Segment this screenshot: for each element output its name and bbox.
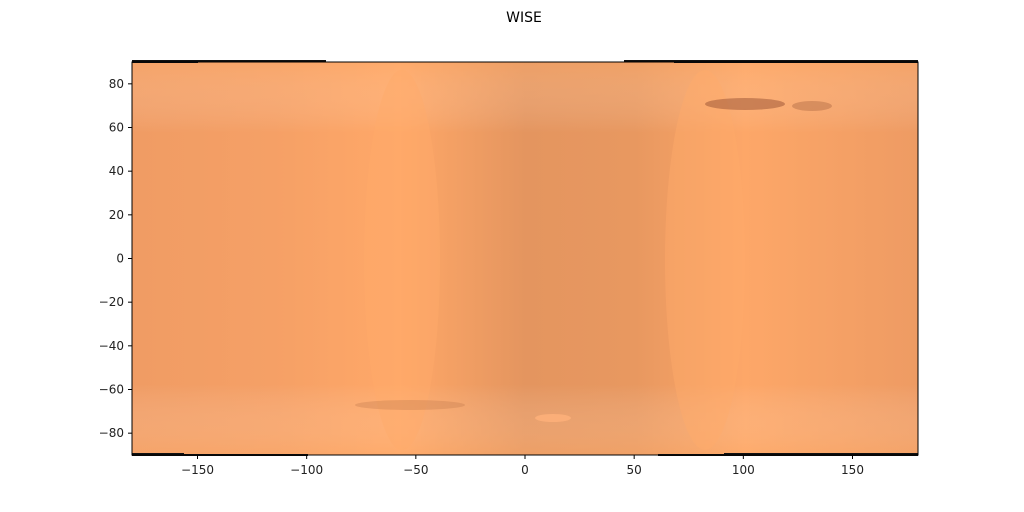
y-tick-label: 80 — [109, 77, 124, 91]
map-polar-shading — [132, 62, 918, 455]
y-tick-label: 20 — [109, 208, 124, 222]
x-tick-label: −100 — [290, 463, 323, 477]
map-feature-dark-spot — [355, 400, 465, 410]
y-tick-label: −20 — [99, 295, 124, 309]
map-feature-bright-band — [364, 70, 440, 450]
plot-area — [131, 60, 919, 456]
y-tick-label: 0 — [116, 252, 124, 266]
y-axis: 80 60 40 20 0 −20 −40 −60 −80 — [99, 77, 132, 440]
x-tick-label: −50 — [403, 463, 428, 477]
x-tick-label: 150 — [841, 463, 864, 477]
map-feature-bright-band — [665, 70, 745, 450]
x-axis: −150 −100 −50 0 50 100 150 — [181, 455, 864, 477]
north-pole-band — [624, 60, 674, 62]
map-feature-dark-spot — [792, 101, 832, 111]
y-tick-label: −60 — [99, 383, 124, 397]
chart-title: WISE — [506, 10, 542, 26]
y-tick-label: 40 — [109, 164, 124, 178]
y-tick-label: −40 — [99, 339, 124, 353]
x-tick-label: 0 — [521, 463, 529, 477]
x-tick-label: 50 — [627, 463, 642, 477]
y-tick-label: 60 — [109, 121, 124, 135]
map-feature-dark-spot — [705, 98, 785, 110]
map-feature-bright-spot — [535, 414, 571, 422]
x-tick-label: −150 — [181, 463, 214, 477]
map-features — [355, 70, 832, 450]
y-tick-label: −80 — [99, 426, 124, 440]
north-pole-band — [198, 60, 326, 62]
x-tick-label: 100 — [732, 463, 755, 477]
